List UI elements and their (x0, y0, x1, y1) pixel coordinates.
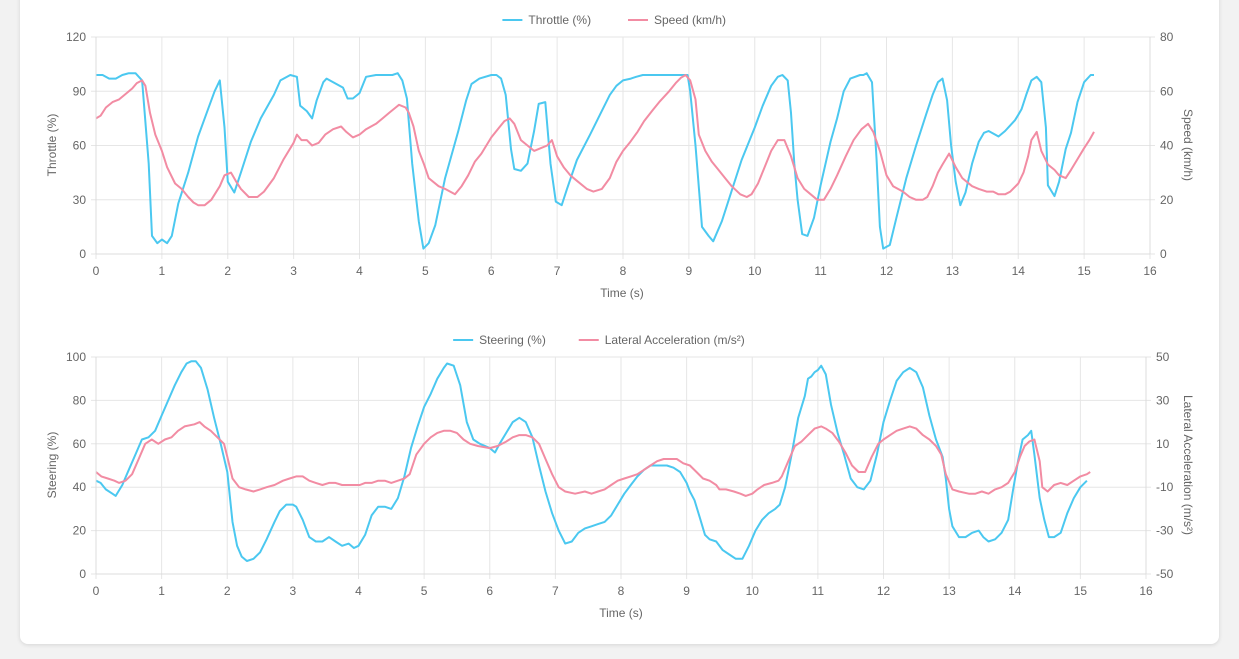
series-line-speed-km-h (95, 74, 1095, 207)
x-tick-label: 12 (880, 264, 894, 278)
series-line-steering (95, 360, 1088, 562)
x-tick-label: 15 (1077, 264, 1091, 278)
x-tick-label: 9 (683, 584, 690, 598)
x-tick-label: 3 (290, 584, 297, 598)
throttle-speed-chart: 0 1 2 3 4 5 6 7 8 9 10 11 12 13 14 15 160306090120020406… (45, 13, 1195, 300)
x-tick-label: 3 (290, 264, 297, 278)
y2-tick-label: -30 (1156, 524, 1174, 538)
legend-label: Speed (km/h) (654, 13, 726, 27)
steering-chart-legend[interactable]: Steering (%) Lateral Acceleration (m/s²) (453, 333, 745, 347)
y2-tick-label: 20 (1160, 193, 1174, 207)
y-tick-label: 90 (73, 84, 87, 98)
x-tick-label: 8 (620, 264, 627, 278)
legend-item-lateral-acceleration-m-s[interactable]: Lateral Acceleration (m/s²) (578, 333, 745, 347)
y-tick-label: 30 (73, 193, 87, 207)
y2-tick-label: 50 (1156, 350, 1170, 364)
y2-tick-label: 0 (1160, 247, 1167, 261)
x-axis-title: Time (s) (599, 606, 643, 620)
y-tick-label: 20 (73, 524, 87, 538)
x-tick-label: 5 (421, 584, 428, 598)
x-tick-label: 16 (1139, 584, 1153, 598)
x-tick-label: 16 (1143, 264, 1157, 278)
throttle-chart-axes: 0 1 2 3 4 5 6 7 8 9 10 11 12 13 14 15 160306090120020406… (66, 30, 1174, 278)
x-tick-label: 5 (422, 264, 429, 278)
x-tick-label: 4 (356, 264, 363, 278)
throttle-chart-series (95, 72, 1095, 250)
x-tick-label: 1 (158, 584, 165, 598)
y-tick-label: 40 (73, 480, 87, 494)
x-tick-label: 2 (224, 584, 231, 598)
x-tick-label: 11 (814, 264, 827, 278)
throttle-chart-legend[interactable]: Throttle (%) Speed (km/h) (502, 13, 726, 27)
y-tick-label: 0 (79, 567, 86, 581)
steering-chart-grid (91, 356, 1151, 579)
series-line-lateral-acceleration-m-s (95, 421, 1091, 497)
y-tick-label: 0 (79, 247, 86, 261)
x-tick-label: 7 (552, 584, 559, 598)
y-axis-title: Throttle (%) (45, 114, 59, 177)
y2-tick-label: 40 (1160, 139, 1174, 153)
x-tick-label: 1 (159, 264, 166, 278)
x-tick-label: 6 (488, 264, 495, 278)
y2-tick-label: 60 (1160, 84, 1174, 98)
x-axis-title: Time (s) (600, 286, 644, 300)
y2-tick-label: 80 (1160, 30, 1174, 44)
x-tick-label: 0 (93, 584, 100, 598)
steering-lateral-chart: 0 1 2 3 4 5 6 7 8 9 10 11 12 13 14 15 16020406080100-50-… (45, 333, 1195, 620)
y2-axis-title: Speed (km/h) (1181, 109, 1195, 181)
y2-tick-label: -50 (1156, 567, 1174, 581)
y-tick-label: 80 (73, 393, 87, 407)
y2-tick-label: -10 (1156, 480, 1174, 494)
x-tick-label: 6 (486, 584, 493, 598)
steering-chart-axes: 0 1 2 3 4 5 6 7 8 9 10 11 12 13 14 15 16020406080100-50-… (66, 350, 1174, 598)
x-tick-label: 11 (812, 584, 825, 598)
x-tick-label: 4 (355, 584, 362, 598)
x-tick-label: 2 (224, 264, 231, 278)
x-tick-label: 10 (748, 264, 762, 278)
y-tick-label: 120 (66, 30, 86, 44)
x-tick-label: 14 (1008, 584, 1022, 598)
x-tick-label: 15 (1074, 584, 1088, 598)
y-tick-label: 60 (73, 139, 87, 153)
dashboard-card (20, 0, 1219, 644)
legend-item-steering[interactable]: Steering (%) (453, 333, 546, 347)
y2-tick-label: 10 (1156, 437, 1170, 451)
y2-tick-label: 30 (1156, 393, 1170, 407)
legend-label: Lateral Acceleration (m/s²) (605, 333, 745, 347)
x-tick-label: 10 (746, 584, 760, 598)
y2-axis-title: Lateral Acceleration (m/s²) (1181, 395, 1195, 535)
y-tick-label: 60 (73, 437, 87, 451)
series-line-throttle (96, 72, 1094, 250)
throttle-chart-grid (91, 36, 1155, 259)
x-tick-label: 14 (1012, 264, 1026, 278)
x-tick-label: 8 (618, 584, 625, 598)
y-tick-label: 100 (66, 350, 86, 364)
legend-item-throttle[interactable]: Throttle (%) (502, 13, 591, 27)
legend-label: Throttle (%) (528, 13, 591, 27)
legend-item-speed-km-h[interactable]: Speed (km/h) (628, 13, 726, 27)
x-tick-label: 13 (942, 584, 956, 598)
steering-chart-series (95, 360, 1091, 562)
x-tick-label: 9 (686, 264, 693, 278)
x-tick-label: 13 (946, 264, 960, 278)
x-tick-label: 0 (93, 264, 100, 278)
x-tick-label: 7 (554, 264, 561, 278)
x-tick-label: 12 (877, 584, 891, 598)
legend-label: Steering (%) (479, 333, 546, 347)
y-axis-title: Steering (%) (45, 432, 59, 499)
